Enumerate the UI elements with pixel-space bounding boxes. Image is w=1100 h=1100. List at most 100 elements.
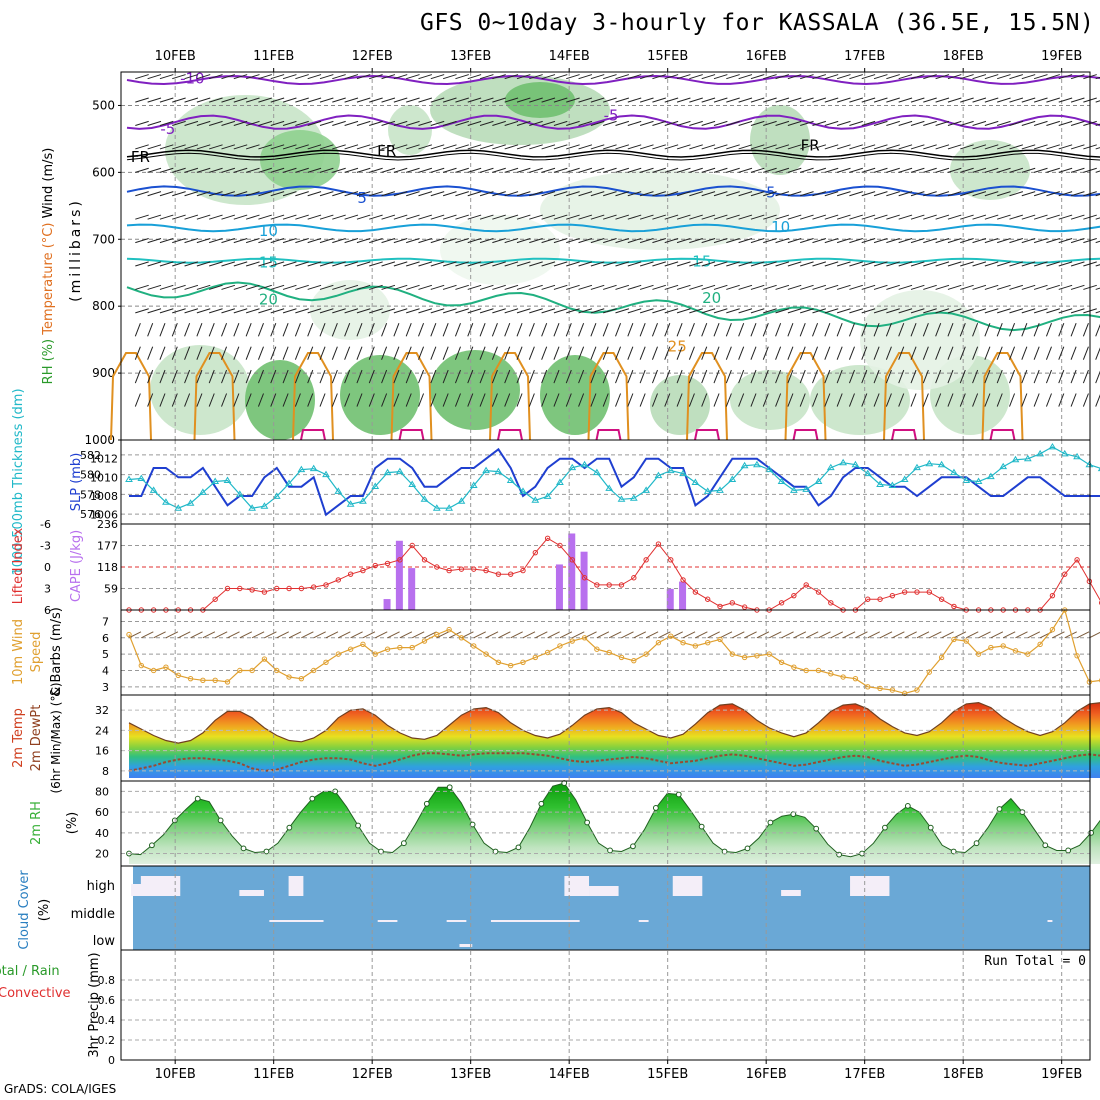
barb-29-705 xyxy=(479,238,494,244)
barb-71-845 xyxy=(996,323,1003,337)
barb-17-915 xyxy=(331,369,338,384)
barb-51-775 xyxy=(750,284,765,290)
barb-38-460 xyxy=(590,74,605,80)
barb-42-845 xyxy=(639,323,646,337)
isotherm-label-7: 5 xyxy=(766,183,776,201)
wind10-marker-51 xyxy=(754,653,760,659)
barb-47-915 xyxy=(701,369,708,384)
barb-62-460 xyxy=(886,74,900,80)
barb-6-495 xyxy=(196,97,211,103)
barb-56-495 xyxy=(812,97,827,103)
thickness-marker-10 xyxy=(248,504,257,511)
barb-20-740 xyxy=(369,261,383,267)
barb-29-740 xyxy=(479,261,494,267)
barb-37-740 xyxy=(578,261,593,267)
temp-ylabel-3: (6hr Min/Max) (°C) xyxy=(49,682,63,793)
rh-line xyxy=(128,782,1100,858)
barb-70-880 xyxy=(984,346,991,360)
barb-39-845 xyxy=(602,323,609,337)
barb-1-950 xyxy=(134,393,141,407)
barb-67-530 xyxy=(947,120,962,127)
barb-76-705 xyxy=(1058,238,1073,244)
barb-16-600 xyxy=(319,167,334,173)
thickness-line xyxy=(128,446,1100,509)
temp-ylabel-1: 2m Temp xyxy=(11,708,26,768)
barb-52-740 xyxy=(763,261,777,267)
barb-3-460 xyxy=(159,74,174,80)
thickness-marker-19 xyxy=(359,497,367,504)
barb-21-495 xyxy=(381,97,396,103)
barb-8-915 xyxy=(221,369,228,384)
barb-35-670 xyxy=(553,214,568,220)
barb-9-495 xyxy=(233,97,248,103)
barb-50-880 xyxy=(738,346,745,360)
barb-55-810 xyxy=(800,308,814,314)
barb-55-740 xyxy=(800,261,814,267)
barb-72-810 xyxy=(1009,308,1024,314)
barb-12-600 xyxy=(270,167,285,173)
barb-25-495 xyxy=(430,97,445,103)
barb-34-705 xyxy=(541,238,556,244)
barb-2-915 xyxy=(147,369,154,384)
thickness-marker-18 xyxy=(346,500,355,507)
barb-2-460 xyxy=(147,74,162,80)
barb-63-670 xyxy=(898,214,913,220)
thickness-marker-75 xyxy=(1048,442,1057,450)
barb-45-460 xyxy=(676,74,691,80)
isotherm-30-lobe-2 xyxy=(300,429,326,441)
lifted-marker-45 xyxy=(680,577,686,583)
thickness-marker-22 xyxy=(395,467,404,475)
barb-39-600 xyxy=(603,167,617,173)
barb-18-810 xyxy=(344,308,359,314)
barb-44-460 xyxy=(664,74,679,80)
wind10-marker-1 xyxy=(138,662,145,669)
wind-barb-4 xyxy=(178,631,191,639)
thickness-marker-38 xyxy=(592,468,601,476)
thickness-marker-11 xyxy=(260,502,269,509)
barb-48-705 xyxy=(713,238,728,244)
barb-49-565 xyxy=(726,144,740,150)
barb-42-775 xyxy=(639,284,654,290)
barb-35-915 xyxy=(553,369,560,384)
barb-19-845 xyxy=(356,323,363,337)
barb-9-915 xyxy=(233,369,240,384)
barb-70-565 xyxy=(984,144,999,150)
barb-74-740 xyxy=(1033,261,1048,267)
thickness-marker-15 xyxy=(309,464,318,472)
barb-42-635 xyxy=(639,191,654,197)
barb-16-530 xyxy=(319,120,334,127)
barb-62-915 xyxy=(885,369,892,384)
barb-33-565 xyxy=(529,144,543,150)
tick-thk-576: 576 xyxy=(80,508,101,521)
barb-24-845 xyxy=(418,323,425,337)
barb-35-565 xyxy=(553,144,568,150)
barb-73-810 xyxy=(1021,308,1036,314)
barb-13-530 xyxy=(282,120,297,127)
barb-38-950 xyxy=(590,393,597,407)
lifted-marker-38 xyxy=(594,582,600,588)
barb-15-950 xyxy=(307,393,314,407)
barb-18-635 xyxy=(344,191,359,197)
barb-62-740 xyxy=(886,261,900,267)
cloud-block-3 xyxy=(239,890,264,896)
barb-21-740 xyxy=(381,261,396,267)
barb-55-670 xyxy=(800,214,814,220)
wind-barb-21 xyxy=(387,631,400,639)
barb-43-740 xyxy=(652,261,666,267)
barb-27-460 xyxy=(455,74,469,80)
wind10-marker-32 xyxy=(520,659,526,666)
barb-8-705 xyxy=(221,238,236,244)
barb-69-740 xyxy=(972,261,987,267)
barb-30-845 xyxy=(491,323,498,337)
wind10-marker-9 xyxy=(237,667,243,674)
barb-60-705 xyxy=(861,238,876,244)
isotherm-30-lobe-9 xyxy=(989,429,1016,441)
barb-77-950 xyxy=(1070,393,1077,407)
thickness-marker-16 xyxy=(322,470,330,478)
lifted-marker-33 xyxy=(532,549,539,556)
thickness-marker-5 xyxy=(186,499,195,506)
thickness-marker-70 xyxy=(986,472,995,480)
barb-36-600 xyxy=(566,167,580,173)
barb-24-950 xyxy=(418,393,425,407)
